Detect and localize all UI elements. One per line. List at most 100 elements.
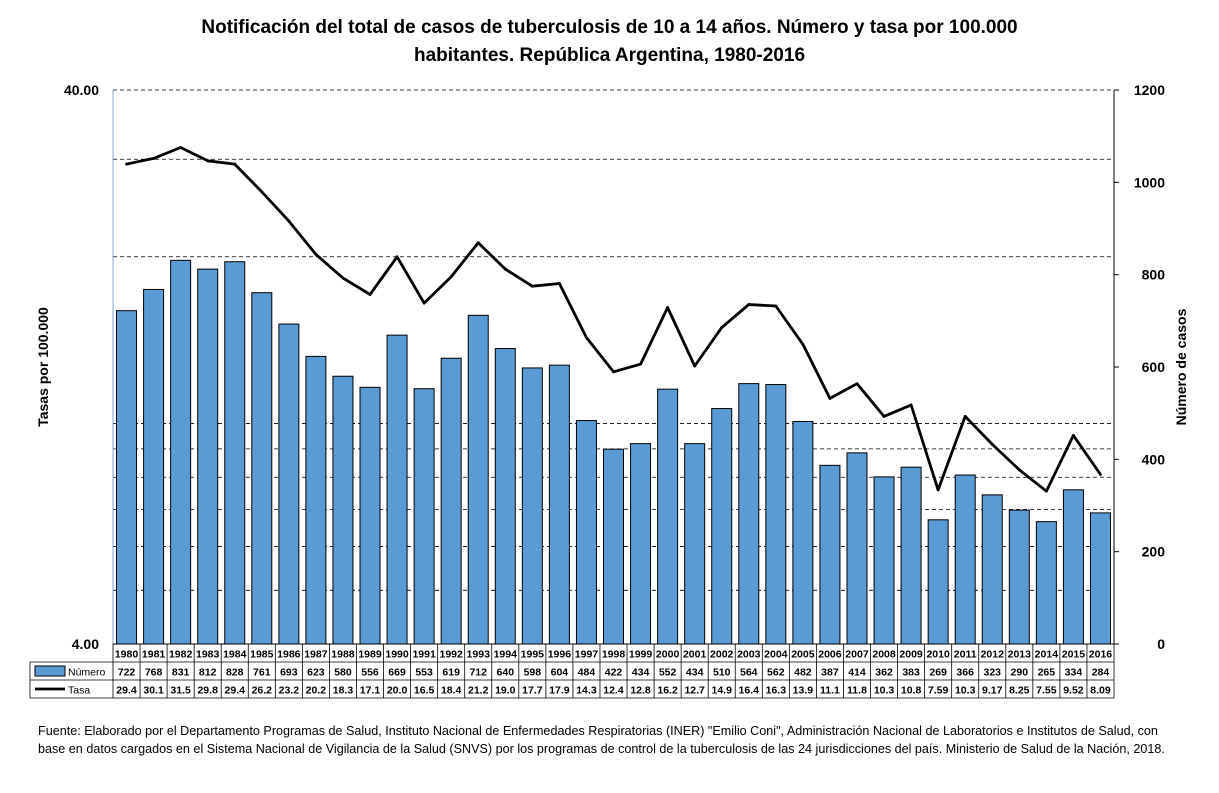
bar-2014 bbox=[1035, 521, 1057, 645]
left-axis-title: Tasas por 100.000 bbox=[35, 307, 51, 427]
bar-2007 bbox=[846, 452, 868, 645]
x-tick-label: 2002 bbox=[710, 649, 734, 661]
x-tick-label: 1989 bbox=[358, 649, 382, 661]
tasa-point-2002 bbox=[720, 326, 724, 329]
tasa-point-2016 bbox=[1099, 473, 1102, 476]
tasa-point-1986 bbox=[287, 219, 291, 223]
table-cell-numero: 284 bbox=[1092, 667, 1110, 679]
tasa-point-2010 bbox=[936, 488, 940, 492]
bar-2008 bbox=[873, 476, 895, 645]
table-cell-numero: 812 bbox=[199, 667, 217, 679]
table-cell-numero: 562 bbox=[767, 667, 785, 679]
x-tick-label: 2011 bbox=[954, 649, 977, 661]
right-tick-label: 400 bbox=[1142, 451, 1166, 467]
tasa-point-1999 bbox=[639, 362, 642, 366]
table-cell-tasa: 12.7 bbox=[684, 685, 705, 697]
x-tick-label: 2005 bbox=[791, 649, 815, 661]
source-footnote: Fuente: Elaborado por el Departamento Pr… bbox=[38, 724, 1165, 756]
tasa-point-1998 bbox=[612, 370, 615, 374]
table-cell-numero: 362 bbox=[875, 667, 893, 679]
table-cell-tasa: 10.8 bbox=[901, 685, 922, 697]
bar-1990 bbox=[386, 334, 408, 645]
tasa-point-2008 bbox=[882, 415, 886, 418]
table-cell-numero: 831 bbox=[172, 667, 190, 679]
bar-2009 bbox=[900, 466, 922, 645]
bar-1985 bbox=[251, 292, 273, 645]
table-cell-numero: 265 bbox=[1038, 667, 1056, 679]
table-cell-numero: 623 bbox=[307, 667, 325, 679]
tasa-point-1988 bbox=[341, 276, 345, 280]
x-tick-label: 2006 bbox=[818, 649, 842, 661]
table-cell-tasa: 16.5 bbox=[414, 685, 435, 697]
table-cell-numero: 604 bbox=[551, 667, 569, 679]
table-cell-tasa: 26.2 bbox=[252, 685, 273, 697]
table-cell-tasa: 12.4 bbox=[603, 685, 624, 697]
bar-1981 bbox=[143, 288, 165, 645]
table-cell-tasa: 21.2 bbox=[468, 685, 489, 697]
table-cell-tasa: 29.4 bbox=[225, 685, 246, 697]
chart-title-line-1: Notificación del total de casos de tuber… bbox=[201, 17, 1018, 38]
bar-1996 bbox=[548, 364, 570, 645]
table-cell-tasa: 23.2 bbox=[279, 685, 300, 697]
table-cell-numero: 334 bbox=[1065, 667, 1083, 679]
table-cell-numero: 482 bbox=[794, 667, 812, 679]
table-cell-tasa: 9.17 bbox=[982, 685, 1003, 697]
legend-key-numero bbox=[34, 665, 66, 677]
table-cell-tasa: 12.8 bbox=[630, 685, 651, 697]
table-cell-tasa: 8.25 bbox=[1009, 685, 1030, 697]
x-tick-label: 2000 bbox=[656, 649, 680, 661]
x-tick-label: 2007 bbox=[845, 649, 869, 661]
x-tick-label: 1991 bbox=[412, 649, 436, 661]
tasa-point-2006 bbox=[828, 397, 832, 400]
table-cell-numero: 434 bbox=[632, 667, 650, 679]
x-tick-label: 1999 bbox=[629, 649, 653, 661]
x-tick-label: 2001 bbox=[683, 649, 707, 661]
bar-2000 bbox=[657, 388, 679, 645]
tasa-point-2003 bbox=[747, 303, 751, 306]
bar-2010 bbox=[927, 519, 949, 645]
right-tick-label: 200 bbox=[1142, 544, 1166, 560]
table-cell-numero: 387 bbox=[821, 667, 839, 679]
tasa-point-1982 bbox=[179, 146, 183, 149]
x-tick-label: 1982 bbox=[169, 649, 193, 661]
tasa-point-1992 bbox=[449, 275, 453, 279]
table-cell-tasa: 14.9 bbox=[711, 685, 732, 697]
table-cell-numero: 290 bbox=[1011, 667, 1029, 679]
x-tick-label: 1988 bbox=[331, 649, 355, 661]
right-tick-label: 800 bbox=[1142, 267, 1166, 283]
x-tick-label: 2014 bbox=[1035, 649, 1059, 661]
bar-1987 bbox=[305, 355, 327, 645]
bar-1988 bbox=[332, 375, 354, 645]
bar-1982 bbox=[170, 259, 192, 645]
tasa-point-1989 bbox=[368, 293, 372, 296]
table-cell-tasa: 31.5 bbox=[170, 685, 191, 697]
table-cell-tasa: 30.1 bbox=[143, 685, 164, 697]
left-tick-label: 40.00 bbox=[64, 82, 99, 98]
x-tick-label: 1994 bbox=[494, 649, 518, 661]
table-cell-tasa: 16.4 bbox=[739, 685, 760, 697]
right-axis-title: Número de casos bbox=[1173, 308, 1189, 425]
x-tick-label: 1983 bbox=[196, 649, 220, 661]
right-tick-label: 0 bbox=[1157, 636, 1165, 652]
bar-1997 bbox=[575, 420, 597, 645]
table-cell-tasa: 7.55 bbox=[1036, 685, 1057, 697]
bar-1999 bbox=[630, 443, 652, 645]
bar-1983 bbox=[197, 268, 219, 645]
table-cell-numero: 323 bbox=[983, 667, 1001, 679]
table-cell-numero: 434 bbox=[686, 667, 704, 679]
x-tick-label: 2009 bbox=[899, 649, 923, 661]
x-tick-label: 1992 bbox=[439, 649, 463, 661]
tasa-point-1993 bbox=[476, 241, 480, 245]
bar-2006 bbox=[819, 464, 841, 645]
table-cell-tasa: 20.2 bbox=[306, 685, 327, 697]
axes: 40.00 4.00 0 200 400 600 800 1000 1200 Tasas por … bbox=[35, 82, 1189, 652]
bar-2005 bbox=[792, 420, 814, 645]
bar-1984 bbox=[224, 261, 246, 645]
tasa-point-1987 bbox=[314, 252, 318, 256]
x-tick-label: 2012 bbox=[981, 649, 1005, 661]
tasa-line bbox=[126, 146, 1102, 493]
table-cell-numero: 553 bbox=[415, 667, 433, 679]
x-tick-label: 1984 bbox=[223, 649, 247, 661]
x-tick-label: 1980 bbox=[115, 649, 139, 661]
table-cell-tasa: 13.9 bbox=[793, 685, 814, 697]
